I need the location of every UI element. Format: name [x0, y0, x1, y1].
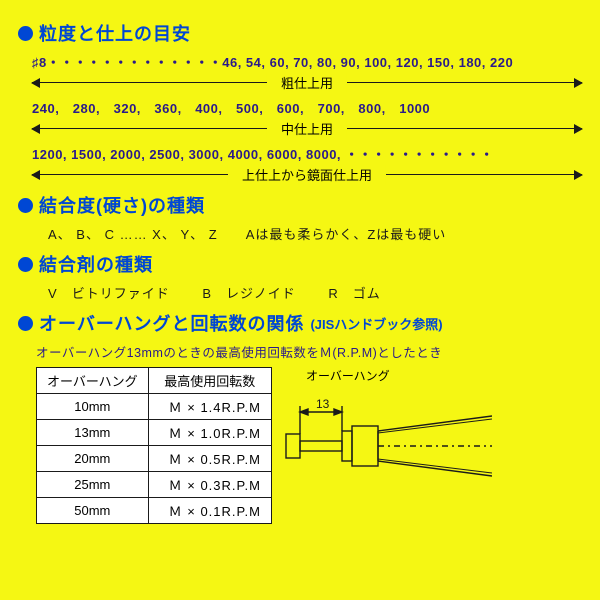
- table-row: 25mmＭ × 0.3R.P.M: [37, 472, 272, 498]
- grit-row-1: ♯8・・・・・・・・・・・・・46, 54, 60, 70, 80, 90, 1…: [32, 52, 582, 71]
- bullet-icon: [18, 26, 33, 41]
- grit-block: ♯8・・・・・・・・・・・・・46, 54, 60, 70, 80, 90, 1…: [32, 52, 582, 184]
- grit-values: 46, 54, 60, 70, 80, 90, 100, 120, 150, 1…: [222, 55, 513, 70]
- hardness-body: A、 B、 C …… X、 Y、 Z Aは最も柔らかく、Zは最も硬い: [48, 224, 582, 243]
- range-bar-1: 粗仕上用: [32, 72, 582, 92]
- range-bar-3: 上仕上から鏡面仕上用: [32, 164, 582, 184]
- title-text: オーバーハングと回転数の関係: [39, 310, 304, 336]
- title-text: 結合剤の種類: [39, 251, 153, 277]
- bond-item: V ビトリファイド: [48, 286, 170, 301]
- section-hardness-title: 結合度(硬さ)の種類: [18, 192, 582, 218]
- bullet-icon: [18, 316, 33, 331]
- diagram-dim: 13: [316, 397, 330, 411]
- col-header: オーバーハング: [37, 368, 149, 394]
- table-row: オーバーハング 最高使用回転数: [37, 368, 272, 394]
- col-header: 最高使用回転数: [148, 368, 271, 394]
- range-bar-2: 中仕上用: [32, 118, 582, 138]
- hardness-range: A、 B、 C …… X、 Y、 Z: [48, 227, 218, 242]
- hardness-desc: Aは最も柔らかく、Zは最も硬い: [246, 227, 447, 242]
- overhang-diagram-icon: 13: [282, 386, 492, 506]
- title-text: 粒度と仕上の目安: [39, 20, 191, 46]
- grit-row-2: 240, 280, 320, 360, 400, 500, 600, 700, …: [32, 98, 582, 117]
- diagram-label: オーバーハング: [306, 367, 582, 384]
- section-grit-title: 粒度と仕上の目安: [18, 20, 582, 46]
- table-row: 20mmＭ × 0.5R.P.M: [37, 446, 272, 472]
- title-sub: (JISハンドブック参照): [310, 314, 442, 333]
- range-label: 中仕上用: [267, 119, 347, 138]
- section-bond-title: 結合剤の種類: [18, 251, 582, 277]
- grit-row-3: 1200, 1500, 2000, 2500, 3000, 4000, 6000…: [32, 144, 582, 163]
- bond-body: V ビトリファイド B レジノイド R ゴム: [48, 283, 582, 302]
- grit-dots: ・・・・・・・・・・・・・: [47, 55, 223, 70]
- table-row: 50mmＭ × 0.1R.P.M: [37, 498, 272, 524]
- range-label: 粗仕上用: [267, 73, 347, 92]
- grit-values: 240, 280, 320, 360, 400, 500, 600, 700, …: [32, 101, 430, 116]
- grit-values: 1200, 1500, 2000, 2500, 3000, 4000, 6000…: [32, 147, 341, 162]
- title-text: 結合度(硬さ)の種類: [39, 192, 205, 218]
- range-label: 上仕上から鏡面仕上用: [228, 165, 386, 184]
- table-row: 10mmＭ × 1.4R.P.M: [37, 394, 272, 420]
- bond-item: B レジノイド: [202, 286, 295, 301]
- grit-dots: ・・・・・・・・・・・: [341, 147, 494, 162]
- overhang-note: オーバーハング13mmのときの最高使用回転数をＭ(R.P.M)としたとき: [36, 342, 582, 361]
- section-overhang-title: オーバーハングと回転数の関係 (JISハンドブック参照): [18, 310, 582, 336]
- grit-prefix: ♯8: [32, 55, 47, 70]
- overhang-diagram-wrap: オーバーハング: [282, 367, 582, 511]
- table-row: 13mmＭ × 1.0R.P.M: [37, 420, 272, 446]
- bullet-icon: [18, 198, 33, 213]
- overhang-table: オーバーハング 最高使用回転数 10mmＭ × 1.4R.P.M 13mmＭ ×…: [36, 367, 272, 524]
- bullet-icon: [18, 257, 33, 272]
- bond-item: R ゴム: [328, 286, 380, 301]
